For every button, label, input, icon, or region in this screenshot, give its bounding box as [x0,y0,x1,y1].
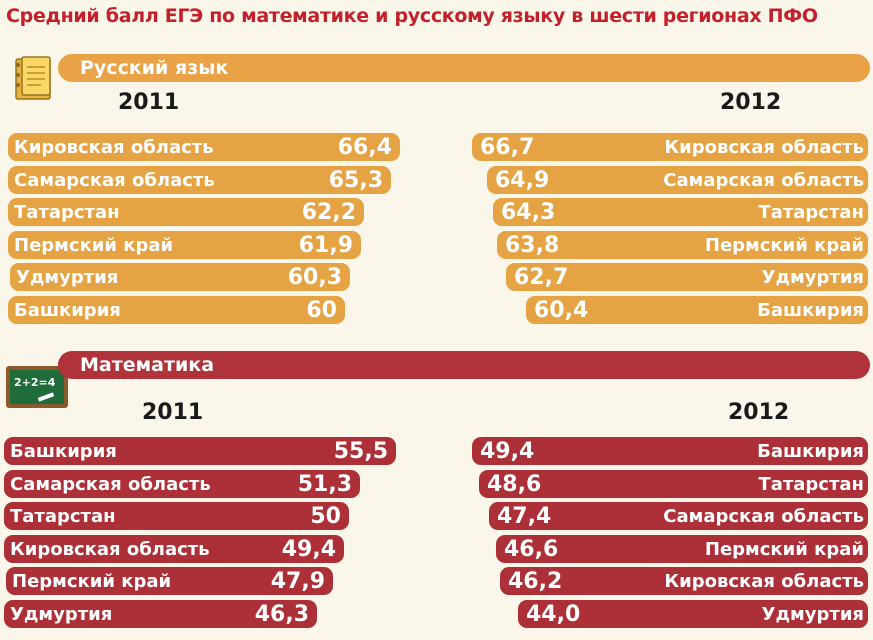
bar-2011-math-5: Удмуртия 46,3 [4,600,317,628]
bar-2011-math-3: Кировская область 49,4 [4,535,344,563]
value-label: 51,3 [297,471,352,497]
bar-2011-math-4: Пермский край 47,9 [6,567,333,595]
value-label: 46,6 [504,536,559,562]
bar-2012-ru-3: 63,8 Пермский край [497,231,868,259]
category-label: Самарская область [663,169,864,191]
category-label: Самарская область [14,169,215,191]
value-label: 46,2 [508,568,563,594]
value-label: 66,7 [480,134,535,160]
category-label: Пермский край [704,234,864,256]
ru-year-2012: 2012 [720,90,782,115]
category-label: Удмуртия [761,266,864,288]
bar-2011-ru-2: Татарстан 62,2 [8,198,364,226]
category-label: Татарстан [14,201,120,223]
bar-2012-math-0: 49,4 Башкирия [472,437,868,465]
bar-2012-ru-0: 66,7 Кировская область [472,133,868,161]
bar-2012-math-3: 46,6 Пермский край [496,535,868,563]
category-label: Башкирия [10,440,117,462]
bar-2012-math-4: 46,2 Кировская область [500,567,868,595]
value-label: 64,9 [495,167,550,193]
value-label: 65,3 [328,167,383,193]
value-label: 63,8 [505,232,560,258]
value-label: 64,3 [501,199,556,225]
category-label: Кировская область [10,538,210,560]
value-label: 60,3 [287,264,342,290]
value-label: 60 [306,297,337,323]
bar-2011-ru-5: Башкирия 60 [8,296,345,324]
category-label: Башкирия [757,299,864,321]
notebook-icon [6,55,56,101]
value-label: 60,4 [534,297,589,323]
category-label: Удмуртия [16,266,119,288]
value-label: 48,6 [487,471,542,497]
value-label: 49,4 [281,536,336,562]
category-label: Самарская область [10,473,211,495]
value-label: 46,3 [254,601,309,627]
value-label: 47,4 [497,503,552,529]
bar-2012-math-1: 48,6 Татарстан [479,470,868,498]
bar-2012-ru-4: 62,7 Удмуртия [506,263,868,291]
bar-2012-ru-1: 64,9 Самарская область [487,166,868,194]
category-label: Кировская область [664,570,864,592]
chart-title: Средний балл ЕГЭ по математике и русском… [6,5,818,27]
chalkboard-text: 2+2=4 [14,376,56,389]
bar-2012-ru-2: 64,3 Татарстан [493,198,868,226]
category-label: Башкирия [757,440,864,462]
bar-2011-ru-4: Удмуртия 60,3 [10,263,350,291]
category-label: Кировская область [664,136,864,158]
category-label: Татарстан [758,201,864,223]
bar-2011-math-1: Самарская область 51,3 [4,470,360,498]
category-label: Пермский край [12,570,172,592]
value-label: 44,0 [526,601,581,627]
chalkboard-icon: 2+2=4 [4,362,70,414]
bar-2011-math-2: Татарстан 50 [4,502,349,530]
value-label: 61,9 [298,232,353,258]
value-label: 66,4 [337,134,392,160]
bar-2011-ru-1: Самарская область 65,3 [8,166,391,194]
math-year-2011: 2011 [142,400,204,425]
russian-section-header: Русский язык [58,54,870,82]
category-label: Татарстан [10,505,116,527]
category-label: Удмуртия [761,603,864,625]
value-label: 50 [310,503,341,529]
ru-year-2011: 2011 [118,90,180,115]
bar-2011-ru-0: Кировская область 66,4 [8,133,400,161]
category-label: Кировская область [14,136,214,158]
value-label: 62,7 [514,264,569,290]
category-label: Пермский край [704,538,864,560]
category-label: Самарская область [663,505,864,527]
category-label: Татарстан [758,473,864,495]
value-label: 49,4 [480,438,535,464]
value-label: 55,5 [333,438,388,464]
bar-2011-ru-3: Пермский край 61,9 [8,231,361,259]
bar-2012-ru-5: 60,4 Башкирия [526,296,868,324]
category-label: Удмуртия [10,603,113,625]
category-label: Башкирия [14,299,121,321]
bar-2012-math-5: 44,0 Удмуртия [518,600,868,628]
value-label: 47,9 [270,568,325,594]
math-section-header: Математика [58,351,870,379]
bar-2011-math-0: Башкирия 55,5 [4,437,396,465]
math-year-2012: 2012 [728,400,790,425]
value-label: 62,2 [301,199,356,225]
bar-2012-math-2: 47,4 Самарская область [489,502,868,530]
category-label: Пермский край [14,234,174,256]
